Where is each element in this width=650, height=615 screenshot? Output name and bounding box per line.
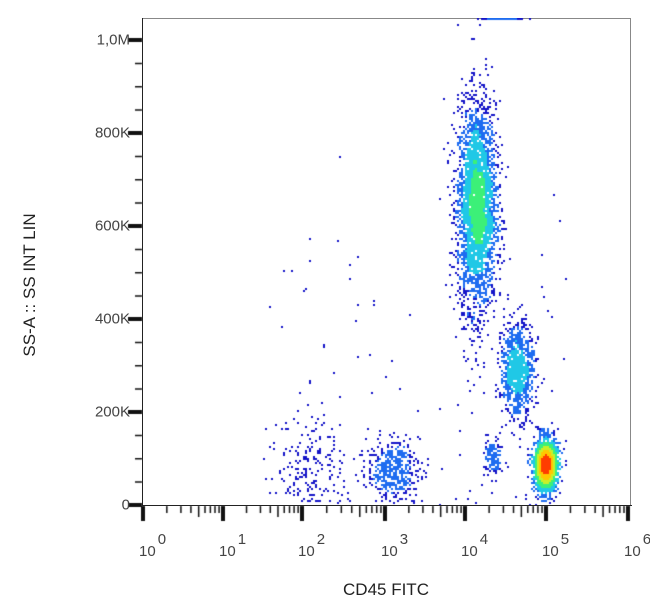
x-axis-title: CD45 FITC	[343, 580, 429, 599]
x-tick-label: 104	[461, 531, 489, 560]
x-tick-label: 102	[298, 531, 326, 560]
x-tick-label: 106	[624, 531, 650, 560]
y-tick-label: 800K	[94, 124, 130, 142]
x-tick-label: 100	[139, 531, 167, 560]
y-tick-label: 1,0M	[96, 31, 130, 49]
x-tick-label: 105	[542, 531, 570, 560]
y-axis-title: SS-A :: SS INT LIN	[20, 213, 39, 357]
x-tick-label: 101	[219, 531, 247, 560]
x-axis	[142, 505, 632, 506]
y-tick-label: 400K	[94, 310, 130, 328]
x-tick-label: 103	[381, 531, 409, 560]
y-axis	[142, 18, 143, 506]
y-tick-label: 600K	[94, 217, 130, 235]
y-tick-label: 200K	[94, 403, 130, 421]
y-tick-label: 0	[121, 496, 130, 514]
